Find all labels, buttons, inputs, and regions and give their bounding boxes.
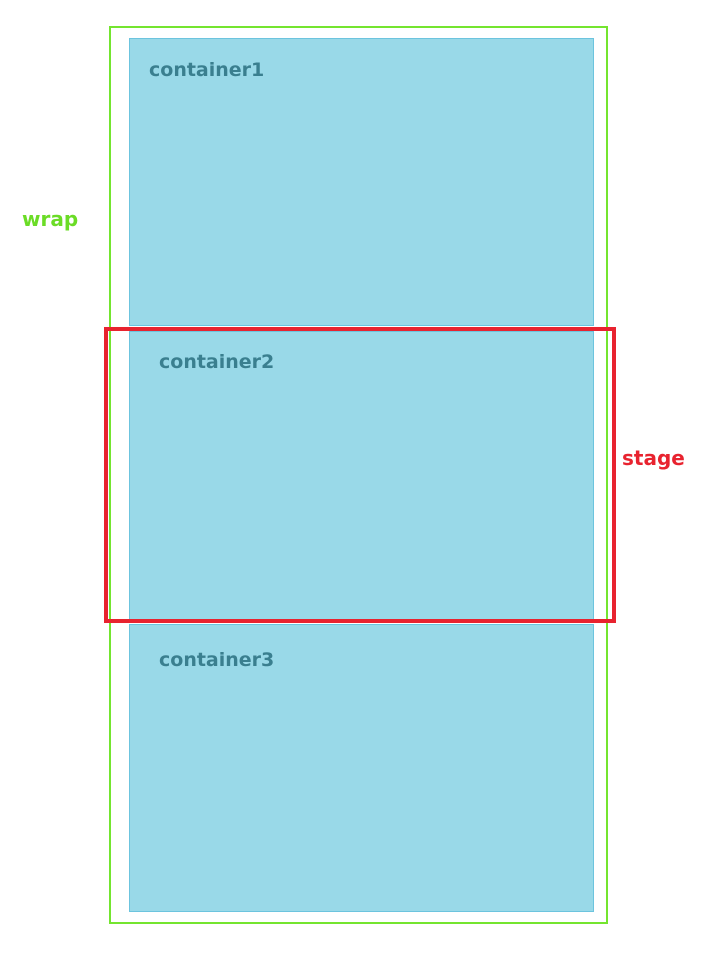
container-3-label: container3: [159, 649, 275, 671]
container-2-label: container2: [159, 351, 275, 373]
stage-label: stage: [622, 446, 685, 470]
container-1: container1: [129, 38, 594, 326]
wrap-outline: [109, 26, 608, 924]
container-1-label: container1: [149, 59, 265, 81]
wrap-label: wrap: [22, 207, 79, 231]
container-3: container3: [129, 624, 594, 912]
stage-outline: [104, 327, 616, 623]
